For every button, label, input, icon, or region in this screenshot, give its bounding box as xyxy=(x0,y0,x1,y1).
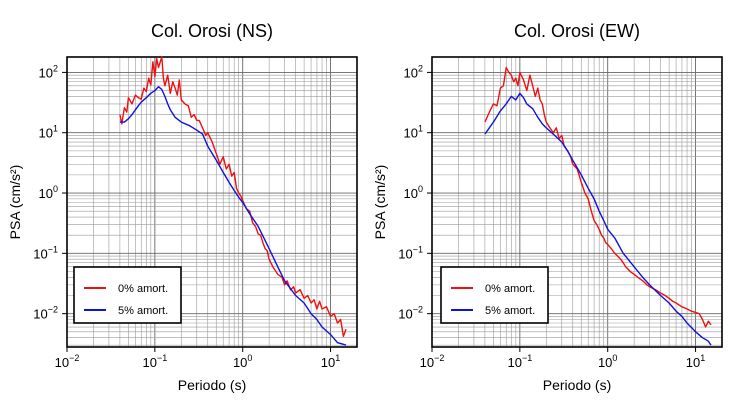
series-line-undamped xyxy=(119,56,347,338)
y-tick-label: 10−2 xyxy=(398,305,423,322)
x-axis-label: Periodo (s) xyxy=(178,377,246,393)
chart-title: Col. Orosi (NS) xyxy=(151,21,273,41)
chart-panel-ew: 10−2 10−1 100 101 10−2 10−1 100 101 102 Col. Oros… xyxy=(372,21,723,393)
series-line-undamped xyxy=(484,66,712,328)
y-tick-label: 100 xyxy=(39,184,58,201)
legend: 0% amort. 5% amort. xyxy=(440,266,549,324)
grid xyxy=(431,57,723,347)
y-tick-label: 100 xyxy=(404,184,423,201)
legend-box xyxy=(440,266,549,324)
y-tick-label: 102 xyxy=(404,63,423,80)
legend-label: 0% amort. xyxy=(118,283,168,295)
series-line-damped xyxy=(484,92,712,346)
y-tick-label: 10−1 xyxy=(398,244,423,261)
legend-box xyxy=(73,266,182,324)
y-tick-label: 10−1 xyxy=(33,244,58,261)
x-tick-label: 101 xyxy=(321,353,340,370)
y-tick-label: 101 xyxy=(39,124,58,141)
legend-label: 0% amort. xyxy=(485,283,535,295)
y-tick-label: 101 xyxy=(404,124,423,141)
legend-label: 5% amort. xyxy=(118,305,168,317)
plot-frame xyxy=(66,56,358,348)
y-tick-label: 10−2 xyxy=(33,305,58,322)
x-tick-label: 101 xyxy=(686,353,705,370)
x-tick-label: 10−1 xyxy=(507,353,532,370)
legend-label: 5% amort. xyxy=(485,305,535,317)
series-line-damped xyxy=(119,85,347,346)
legend: 0% amort. 5% amort. xyxy=(73,266,182,324)
x-tick-label: 100 xyxy=(233,353,252,370)
x-tick-label: 100 xyxy=(598,353,617,370)
y-axis-label: PSA (cm/s²) xyxy=(7,165,23,240)
y-tick-label: 102 xyxy=(39,63,58,80)
chart-title: Col. Orosi (EW) xyxy=(514,21,640,41)
x-tick-label: 10−2 xyxy=(420,353,445,370)
y-axis-label: PSA (cm/s²) xyxy=(372,165,388,240)
plot-frame xyxy=(431,56,723,348)
x-axis-label: Periodo (s) xyxy=(543,377,611,393)
chart-panel-ns: 10−2 10−1 100 101 10−2 10−1 100 101 102 Col. Oros… xyxy=(7,21,358,393)
x-tick-label: 10−1 xyxy=(142,353,167,370)
x-tick-label: 10−2 xyxy=(55,353,80,370)
